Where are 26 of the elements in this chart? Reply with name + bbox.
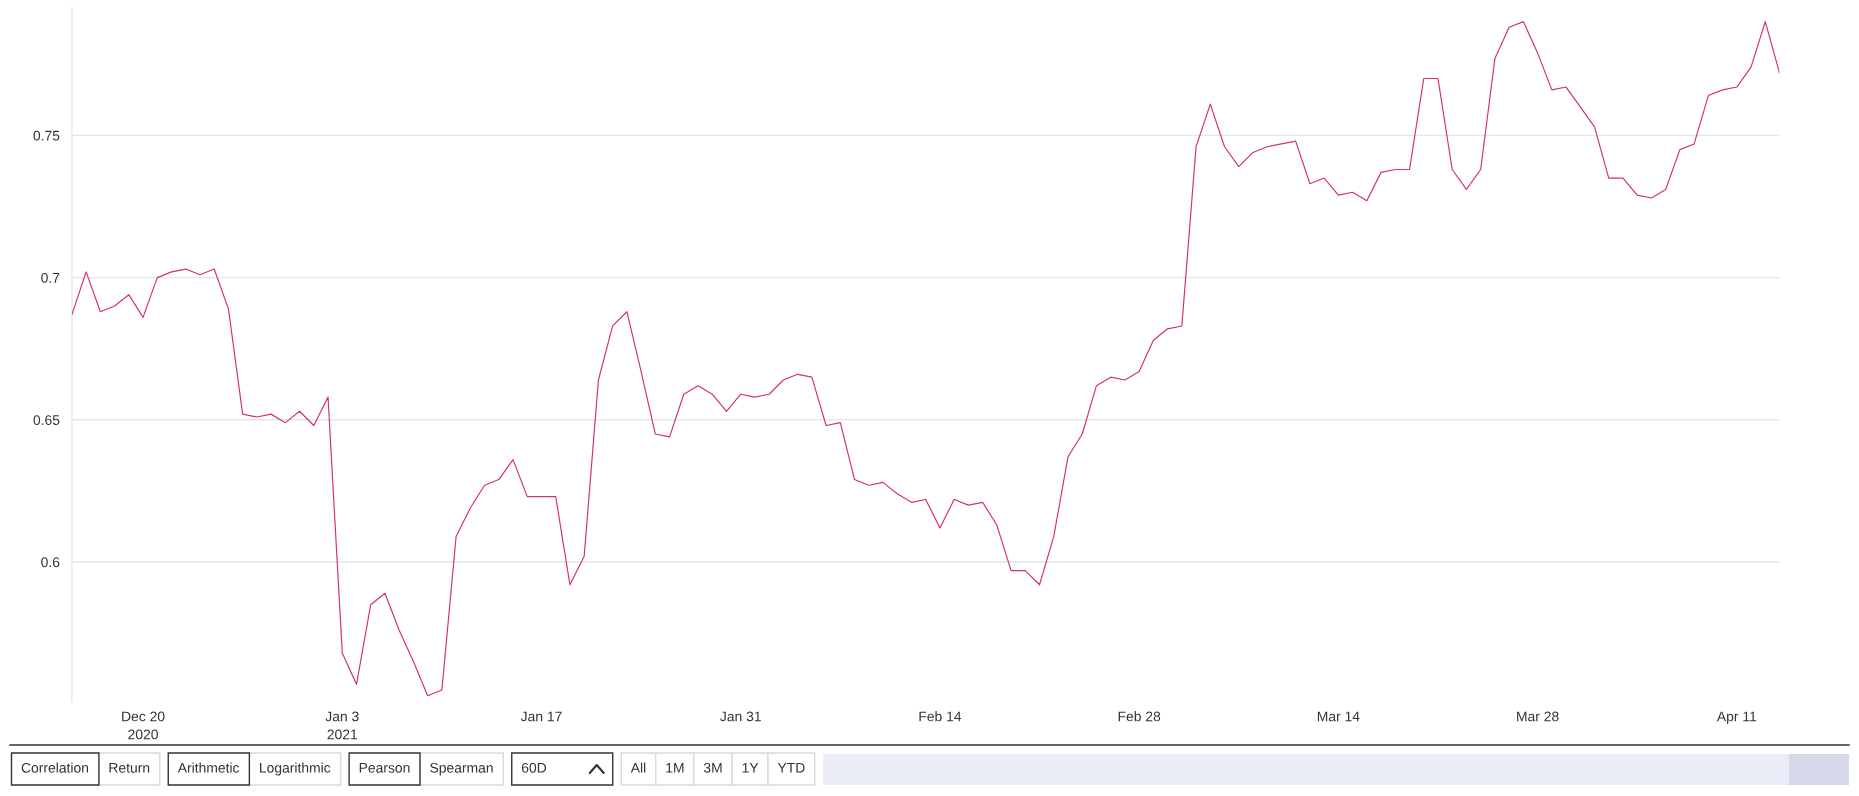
x-tick-label: Jan 3 2021: [325, 711, 359, 740]
x-tick-label: Mar 28: [1517, 711, 1559, 722]
text: 60D: [521, 762, 547, 773]
text: 1M: [666, 763, 684, 773]
text: Spearman: [430, 762, 493, 776]
text: Correlation: [21, 762, 89, 773]
text: Pearson: [359, 763, 410, 773]
text: 3M: [703, 762, 722, 773]
y-tick-label: 0.7: [41, 272, 60, 283]
text: Return: [109, 763, 150, 773]
y-tick-label: 0.6: [41, 557, 60, 568]
x-tick-label: Feb 28: [1118, 711, 1161, 722]
x-tick-label: Feb 14: [919, 711, 962, 722]
text: YTD: [777, 763, 805, 773]
text: All: [630, 762, 646, 773]
text: Arithmetic: [177, 762, 240, 773]
y-tick-label: 0.65: [33, 415, 60, 425]
y-tick-label: 0.75: [33, 130, 60, 141]
x-tick-label: Jan 31: [720, 711, 761, 722]
x-tick-label: Jan 17: [520, 711, 562, 722]
x-tick-label: Mar 14: [1317, 711, 1360, 722]
x-tick-label: Dec 20 2020: [122, 711, 165, 740]
text: Logarithmic: [260, 762, 331, 776]
line-series: [71, 21, 1780, 697]
text: 1Y: [742, 763, 759, 773]
x-tick-label: Apr 11: [1716, 711, 1757, 725]
